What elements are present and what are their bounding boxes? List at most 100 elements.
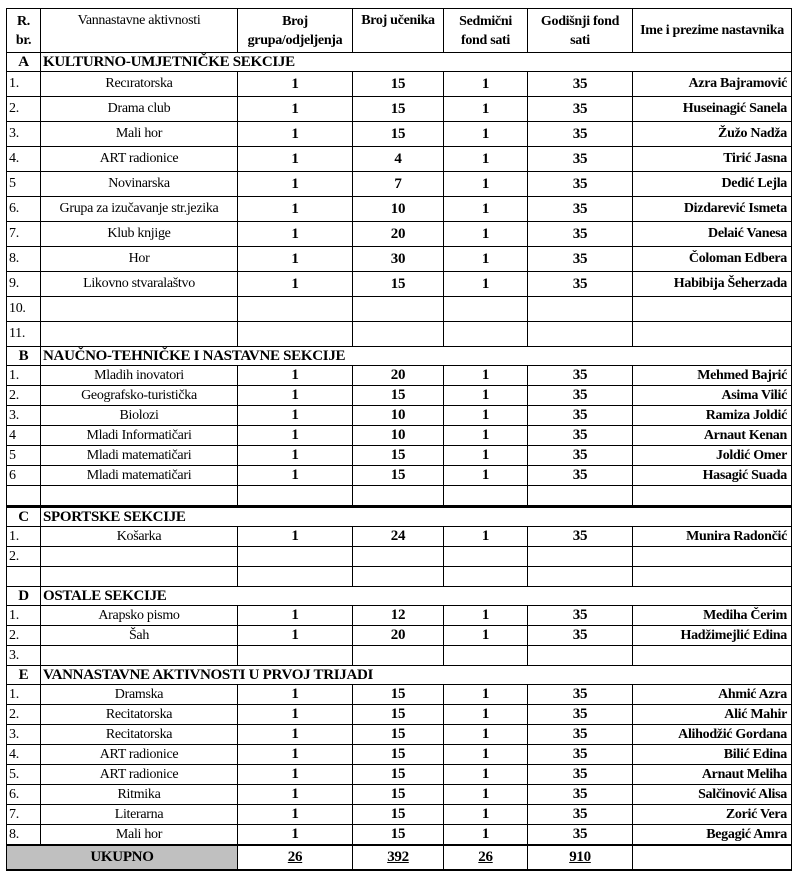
yearly-hours xyxy=(527,485,633,508)
table-row: 3. Biolozi 1 10 1 35 Ramiza Joldić xyxy=(6,405,792,426)
activity-name xyxy=(40,321,238,347)
row-number: 7. xyxy=(6,221,41,247)
group-count: 1 xyxy=(237,445,353,466)
student-count: 20 xyxy=(352,221,444,247)
table-row: 1. Mladih inovatori 1 20 1 35 Mehmed Bajrić xyxy=(6,365,792,386)
header-rbr: R. br. xyxy=(6,8,41,53)
row-number: 2. xyxy=(6,704,41,725)
student-count: 10 xyxy=(352,196,444,222)
activity-name: Klub knjige xyxy=(40,221,238,247)
activity-name: ART radionice xyxy=(40,744,238,765)
weekly-hours: 1 xyxy=(443,385,528,406)
activity-name: Mladi matematičari xyxy=(40,465,238,486)
weekly-hours: 1 xyxy=(443,724,528,745)
group-count: 1 xyxy=(237,271,353,297)
yearly-hours: 35 xyxy=(527,385,633,406)
activity-name: Hor xyxy=(40,246,238,272)
weekly-hours: 1 xyxy=(443,445,528,466)
section-title: VANNASTAVNE AKTIVNOSTI U PRVOJ TRIJADI xyxy=(40,665,792,685)
group-count xyxy=(237,645,353,666)
group-count: 1 xyxy=(237,405,353,426)
yearly-hours: 35 xyxy=(527,605,633,626)
row-number: 2. xyxy=(6,546,41,567)
weekly-hours: 1 xyxy=(443,96,528,122)
row-number: 8. xyxy=(6,246,41,272)
group-count: 1 xyxy=(237,764,353,785)
weekly-hours: 1 xyxy=(443,605,528,626)
student-count: 30 xyxy=(352,246,444,272)
section-title: KULTURNO-UMJETNIČKE SEKCIJE xyxy=(40,52,792,72)
table-row: 5 Novinarska 1 7 1 35 Dedić Lejla xyxy=(6,171,792,197)
weekly-hours xyxy=(443,566,528,587)
group-count: 1 xyxy=(237,684,353,705)
yearly-hours: 35 xyxy=(527,246,633,272)
group-count: 1 xyxy=(237,171,353,197)
row-number: 1. xyxy=(6,365,41,386)
weekly-hours: 1 xyxy=(443,784,528,805)
row-number: 4 xyxy=(6,425,41,446)
row-number xyxy=(6,566,41,587)
table-row: 5. ART radionice 1 15 1 35 Arnaut Meliha xyxy=(6,764,792,785)
header-weekly: Sedmični fond sati xyxy=(443,8,528,53)
weekly-hours: 1 xyxy=(443,625,528,646)
weekly-hours: 1 xyxy=(443,465,528,486)
total-weekly: 26 xyxy=(443,844,528,871)
header-groups: Broj grupa/odjeljenja xyxy=(237,8,353,53)
weekly-hours: 1 xyxy=(443,121,528,147)
activity-name: Dramska xyxy=(40,684,238,705)
row-number: 9. xyxy=(6,271,41,297)
teacher-name: Hasagić Suada xyxy=(632,465,792,486)
activity-name: Košarka xyxy=(40,526,238,547)
table-row: 11. xyxy=(6,321,792,347)
weekly-hours xyxy=(443,546,528,567)
header-teacher: Ime i prezime nastavnika xyxy=(632,8,792,53)
table-row: 2. Drama club 1 15 1 35 Huseinagić Sanela xyxy=(6,96,792,122)
row-number: 6. xyxy=(6,784,41,805)
weekly-hours: 1 xyxy=(443,221,528,247)
teacher-name: Ramiza Joldić xyxy=(632,405,792,426)
student-count: 7 xyxy=(352,171,444,197)
weekly-hours: 1 xyxy=(443,196,528,222)
teacher-name xyxy=(632,566,792,587)
table-row: 4. ART radionice 1 15 1 35 Bilić Edina xyxy=(6,744,792,765)
student-count: 15 xyxy=(352,684,444,705)
activity-name: Mladih inovatori xyxy=(40,365,238,386)
activity-name: Mladi matematičari xyxy=(40,445,238,466)
total-yearly: 910 xyxy=(527,844,633,871)
student-count: 15 xyxy=(352,121,444,147)
row-number: 3. xyxy=(6,405,41,426)
section-letter: E xyxy=(6,665,41,685)
student-count: 15 xyxy=(352,445,444,466)
table-row: 8. Mali hor 1 15 1 35 Begagić Amra xyxy=(6,824,792,846)
teacher-name: Azra Bajramović xyxy=(632,71,792,97)
yearly-hours: 35 xyxy=(527,824,633,846)
group-count: 1 xyxy=(237,71,353,97)
row-number: 5 xyxy=(6,171,41,197)
activity-name: Mali hor xyxy=(40,824,238,846)
weekly-hours xyxy=(443,321,528,347)
weekly-hours: 1 xyxy=(443,246,528,272)
teacher-name xyxy=(632,296,792,322)
row-number: 5. xyxy=(6,764,41,785)
group-count: 1 xyxy=(237,465,353,486)
yearly-hours: 35 xyxy=(527,684,633,705)
yearly-hours: 35 xyxy=(527,526,633,547)
section-header-d: D OSTALE SEKCIJE xyxy=(6,586,792,606)
teacher-name xyxy=(632,485,792,508)
student-count: 15 xyxy=(352,744,444,765)
student-count: 15 xyxy=(352,71,444,97)
student-count: 10 xyxy=(352,425,444,446)
teacher-name: Tirić Jasna xyxy=(632,146,792,172)
row-number: 3. xyxy=(6,645,41,666)
group-count: 1 xyxy=(237,196,353,222)
header-activity: Vannastavne aktivnosti xyxy=(40,8,238,53)
total-label: UKUPNO xyxy=(6,844,238,871)
row-number: 3. xyxy=(6,724,41,745)
teacher-name: Asima Vilić xyxy=(632,385,792,406)
table-row: 5 Mladi matematičari 1 15 1 35 Joldić Omer xyxy=(6,445,792,466)
activity-name xyxy=(40,546,238,567)
table-row: 7. Literarna 1 15 1 35 Zorić Vera xyxy=(6,804,792,825)
activity-name: Ritmika xyxy=(40,784,238,805)
group-count xyxy=(237,546,353,567)
weekly-hours: 1 xyxy=(443,824,528,846)
